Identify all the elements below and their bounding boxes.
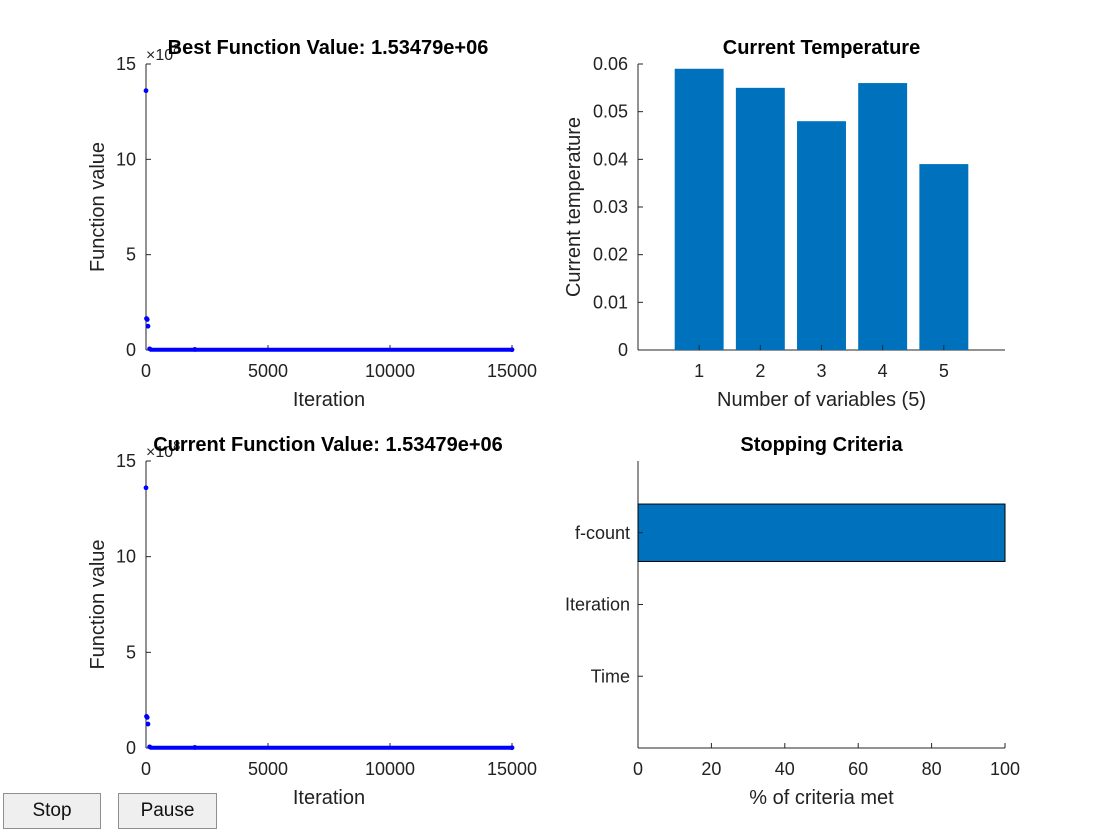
y-tick-label: 0.04 <box>593 149 628 169</box>
chart-title: Best Function Value: 1.53479e+06 <box>168 37 489 59</box>
x-tick-label: 0 <box>141 759 151 779</box>
data-point <box>509 745 515 751</box>
x-tick-label: 1 <box>694 361 704 381</box>
x-tick-label: 5 <box>939 361 949 381</box>
y-tick-label: 0 <box>126 738 136 758</box>
x-axis-label: Iteration <box>293 787 365 809</box>
x-tick-label: 5000 <box>248 361 288 381</box>
y-axis-label: Function value <box>87 539 109 669</box>
y-tick-label: 10 <box>116 149 136 169</box>
temperature-bar <box>674 68 724 351</box>
x-axis-label: Iteration <box>293 389 365 411</box>
x-tick-label: 100 <box>990 759 1020 779</box>
stop-button[interactable]: Stop <box>3 793 101 829</box>
chart-title: Current Function Value: 1.53479e+06 <box>153 434 503 456</box>
x-tick-label: 20 <box>701 759 721 779</box>
x-tick-label: 2 <box>755 361 765 381</box>
temperature-bar <box>919 164 969 350</box>
x-tick-label: 10000 <box>365 759 415 779</box>
exponent-base: ×10 <box>146 47 173 64</box>
data-point <box>509 347 515 353</box>
data-point <box>147 346 153 352</box>
y-axis-label: Function value <box>87 142 109 272</box>
data-point <box>147 744 153 750</box>
y-tick-label: 10 <box>116 547 136 567</box>
y-tick-label: 0.05 <box>593 102 628 122</box>
chart-title: Stopping Criteria <box>740 434 903 456</box>
data-point <box>145 721 151 727</box>
x-tick-label: 3 <box>816 361 826 381</box>
x-tick-label: 15000 <box>487 759 537 779</box>
y-tick-label: 5 <box>126 642 136 662</box>
x-tick-label: 4 <box>878 361 888 381</box>
x-tick-label: 80 <box>922 759 942 779</box>
y-tick-label: 0 <box>618 340 628 360</box>
y-tick-label: 5 <box>126 245 136 265</box>
y-tick-label: 0 <box>126 340 136 360</box>
y-tick-label: 0.06 <box>593 54 628 74</box>
temperature-bar <box>735 87 785 350</box>
x-tick-label: 40 <box>775 759 795 779</box>
data-point <box>145 323 151 329</box>
y-tick-label: f-count <box>575 523 630 543</box>
temperature-bar <box>797 121 846 350</box>
axis-exponent-label: ×108 <box>146 438 180 461</box>
chart-title: Current Temperature <box>723 37 920 59</box>
exponent-power: 8 <box>173 438 180 453</box>
y-tick-label: 15 <box>116 451 136 471</box>
data-point <box>192 745 198 750</box>
x-axis-label: Number of variables (5) <box>717 389 926 411</box>
y-tick-label: 0.03 <box>593 197 628 217</box>
pause-button[interactable]: Pause <box>118 793 217 829</box>
x-tick-label: 15000 <box>487 361 537 381</box>
y-tick-label: 15 <box>116 54 136 74</box>
exponent-base: ×10 <box>146 444 173 461</box>
y-tick-label: Time <box>591 666 630 686</box>
y-tick-label: 0.02 <box>593 245 628 265</box>
axis-exponent-label: ×108 <box>146 41 180 64</box>
exponent-power: 8 <box>173 41 180 56</box>
x-tick-label: 5000 <box>248 759 288 779</box>
data-point <box>144 317 150 322</box>
y-axis-label: Current temperature <box>563 117 585 297</box>
x-tick-label: 0 <box>141 361 151 381</box>
y-tick-label: Iteration <box>565 595 630 615</box>
y-tick-label: 0.01 <box>593 292 628 312</box>
data-point <box>143 485 149 491</box>
data-point <box>192 347 198 352</box>
temperature-bar <box>858 83 908 351</box>
data-point <box>143 88 149 94</box>
data-point <box>144 714 150 720</box>
x-axis-label: % of criteria met <box>749 787 894 809</box>
x-tick-label: 60 <box>848 759 868 779</box>
x-tick-label: 0 <box>633 759 643 779</box>
criteria-bar <box>637 503 1006 562</box>
x-tick-label: 10000 <box>365 361 415 381</box>
